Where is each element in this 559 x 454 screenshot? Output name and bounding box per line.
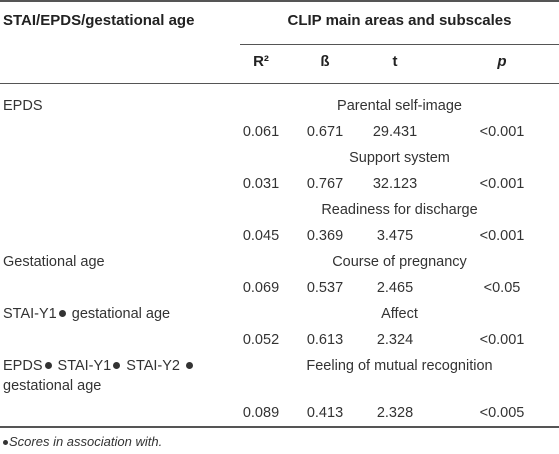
- predictor-part: STAI-Y1: [3, 306, 57, 322]
- bullet-icon: [186, 362, 194, 369]
- header-col-t: t: [392, 53, 398, 70]
- subscale-label: Support system: [349, 150, 450, 166]
- predictor-part: gestational age: [71, 306, 171, 322]
- cell-beta: 0.413: [306, 405, 344, 421]
- cell-t: 2.324: [376, 332, 414, 348]
- header-col-r2: R²: [253, 53, 269, 70]
- predictor-label: EPDS: [3, 98, 43, 114]
- subscale-label: Readiness for discharge: [321, 202, 478, 218]
- footnote-text: Scores in association with.: [9, 434, 163, 449]
- predictor-label: STAI-Y1 gestational age: [3, 306, 170, 323]
- top-rule: [0, 0, 559, 2]
- cell-t: 29.431: [372, 124, 418, 140]
- header-predictor-label: STAI/EPDS/gestational age: [3, 12, 195, 29]
- header-group-rule: [240, 44, 559, 45]
- subscale-label: Course of pregnancy: [332, 254, 467, 270]
- footnote: Scores in association with.: [3, 433, 162, 450]
- predictor-label: Gestational age: [3, 254, 105, 270]
- cell-p: <0.005: [479, 405, 525, 421]
- subscale-label: Affect: [381, 306, 418, 322]
- cell-p: <0.001: [479, 332, 525, 348]
- cell-p: <0.05: [483, 280, 521, 296]
- bullet-icon: [3, 440, 8, 445]
- bullet-icon: [113, 362, 121, 369]
- predictor-part: STAI-Y2: [126, 358, 180, 374]
- cell-t: 2.328: [376, 405, 414, 421]
- cell-r2: 0.069: [242, 280, 280, 296]
- header-col-p: p: [497, 53, 507, 70]
- cell-r2: 0.045: [242, 228, 280, 244]
- predictor-label: EPDS STAI-Y1 STAI-Y2: [3, 358, 195, 375]
- header-bottom-rule: [0, 83, 559, 84]
- cell-r2: 0.052: [242, 332, 280, 348]
- cell-r2: 0.089: [242, 405, 280, 421]
- cell-p: <0.001: [479, 124, 525, 140]
- cell-t: 3.475: [376, 228, 414, 244]
- cell-beta: 0.767: [306, 176, 344, 192]
- table-bottom-rule: [0, 426, 559, 428]
- bullet-icon: [44, 362, 52, 369]
- cell-beta: 0.369: [306, 228, 344, 244]
- cell-r2: 0.061: [242, 124, 280, 140]
- cell-beta: 0.537: [306, 280, 344, 296]
- cell-beta: 0.613: [306, 332, 344, 348]
- bullet-icon: [58, 310, 66, 317]
- cell-t: 32.123: [372, 176, 418, 192]
- cell-p: <0.001: [479, 176, 525, 192]
- subscale-label: Parental self-image: [337, 98, 462, 114]
- subscale-label: Feeling of mutual recognition: [306, 358, 493, 374]
- cell-p: <0.001: [479, 228, 525, 244]
- header-group-label: CLIP main areas and subscales: [287, 12, 512, 29]
- predictor-part: STAI-Y1: [57, 358, 112, 374]
- predictor-part: EPDS: [3, 358, 43, 374]
- header-col-beta: ß: [320, 53, 330, 70]
- cell-r2: 0.031: [242, 176, 280, 192]
- predictor-label-continued: gestational age: [3, 378, 102, 394]
- cell-beta: 0.671: [306, 124, 344, 140]
- cell-t: 2.465: [376, 280, 414, 296]
